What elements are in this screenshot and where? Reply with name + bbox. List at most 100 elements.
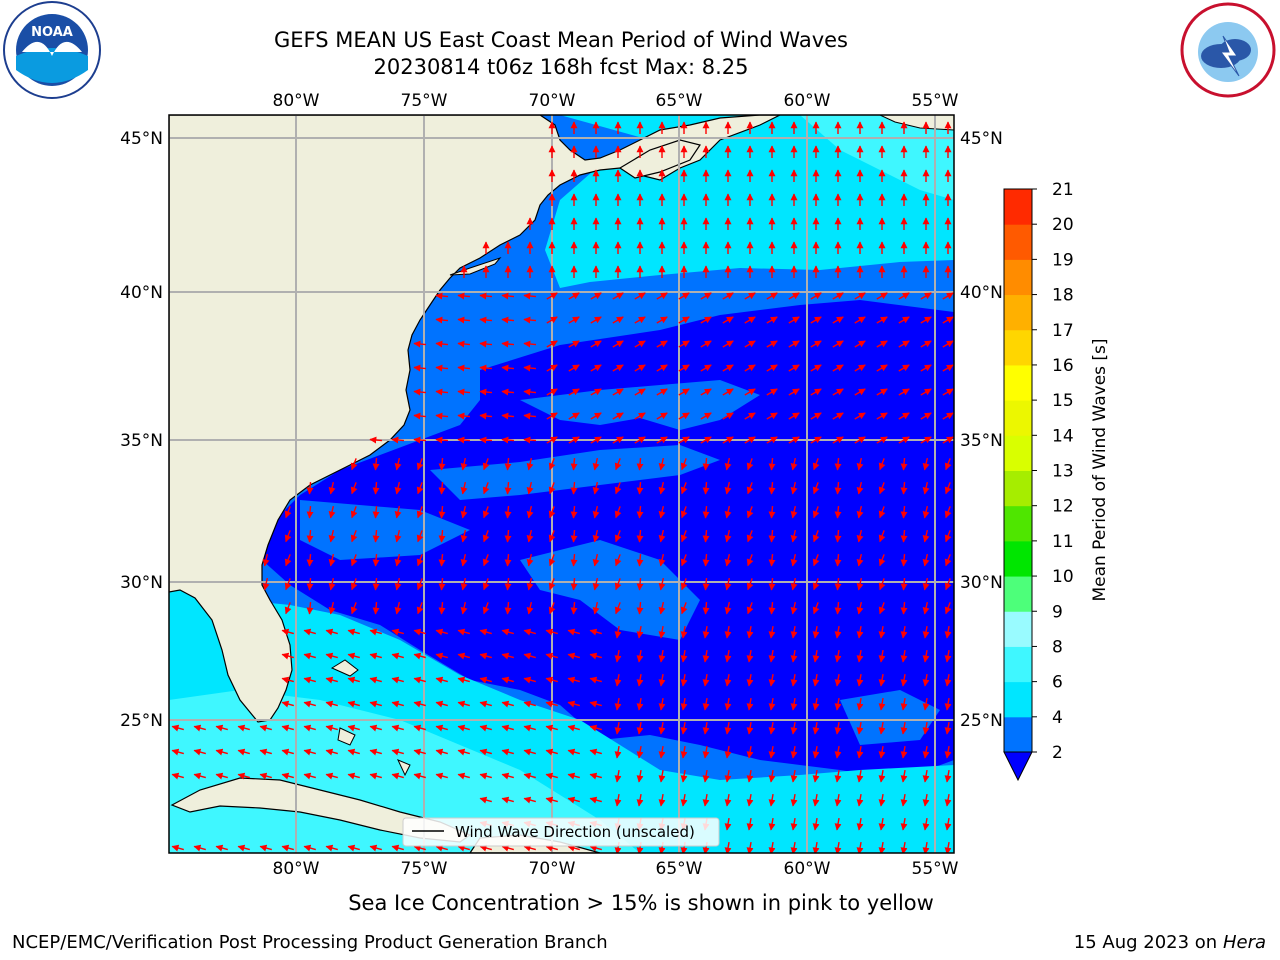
wave-direction-arrow <box>589 700 602 708</box>
wave-direction-arrow <box>438 529 446 543</box>
wave-direction-arrow <box>876 388 888 396</box>
wave-direction-arrow <box>810 364 822 372</box>
colorbar-tick-label: 12 <box>1052 497 1074 517</box>
wave-direction-arrow <box>372 553 380 567</box>
wave-direction-arrow <box>680 697 688 711</box>
wave-direction-arrow <box>614 602 622 615</box>
lon-label-bottom: 60°W <box>784 859 831 879</box>
wave-direction-arrow <box>812 793 820 807</box>
wave-direction-arrow <box>523 292 537 300</box>
wave-direction-arrow <box>834 625 842 639</box>
svg-text:NOAA: NOAA <box>31 25 73 40</box>
wave-direction-arrow <box>680 506 688 519</box>
wave-direction-arrow <box>438 481 446 495</box>
chart-title: GEFS MEAN US East Coast Mean Period of W… <box>274 28 848 52</box>
wave-direction-arrow <box>700 364 712 372</box>
wave-direction-arrow <box>523 316 537 324</box>
wave-direction-arrow <box>834 841 842 853</box>
wave-direction-arrow <box>766 364 778 372</box>
wave-direction-arrow <box>546 292 558 300</box>
wave-direction-arrow <box>658 601 666 615</box>
wave-direction-arrow <box>237 724 250 732</box>
wave-direction-arrow <box>350 530 358 543</box>
wave-direction-arrow <box>614 745 622 759</box>
wave-direction-arrow <box>369 436 383 444</box>
wave-direction-arrow <box>545 628 558 636</box>
wave-direction-arrow <box>548 554 556 567</box>
wave-direction-arrow <box>526 529 534 543</box>
grid-lines <box>169 115 954 853</box>
wave-direction-arrow <box>325 844 338 852</box>
wave-direction-arrow <box>501 796 514 804</box>
wave-direction-arrow <box>834 793 842 807</box>
wave-direction-arrow <box>548 458 556 471</box>
wave-direction-arrow <box>545 676 558 684</box>
wave-direction-arrow <box>369 628 382 636</box>
wave-direction-arrow <box>548 482 556 495</box>
wave-direction-arrow <box>504 505 512 519</box>
colorbar-tick-label: 17 <box>1052 321 1074 341</box>
colorbar-tick-label: 15 <box>1052 391 1074 411</box>
longitude-labels-bottom: 80°W 75°W 70°W 65°W 60°W 55°W <box>273 859 959 879</box>
wave-direction-arrow <box>746 793 754 807</box>
wave-direction-arrow <box>413 436 427 444</box>
wave-direction-arrow <box>680 554 688 567</box>
wave-direction-arrow <box>812 602 820 615</box>
wave-direction-arrow <box>724 481 732 495</box>
wave-direction-arrow <box>702 457 710 471</box>
wave-direction-arrow <box>900 553 908 567</box>
wave-direction-arrow <box>501 628 514 636</box>
wave-direction-arrow <box>545 652 558 660</box>
wave-direction-arrow <box>567 796 580 804</box>
wave-direction-arrow <box>193 844 206 852</box>
wave-direction-arrow <box>766 292 778 300</box>
wave-direction-arrow <box>567 748 580 756</box>
wave-direction-arrow <box>790 625 798 639</box>
wave-direction-arrow <box>570 529 578 543</box>
wave-direction-arrow <box>636 481 644 495</box>
wave-direction-arrow <box>920 388 932 396</box>
wave-direction-arrow <box>920 412 932 420</box>
wave-direction-arrow <box>922 625 930 639</box>
wave-direction-arrow <box>435 628 448 636</box>
wave-direction-arrow <box>479 340 493 348</box>
wave-direction-arrow <box>567 628 580 636</box>
lat-label-right: 40°N <box>960 283 1003 303</box>
wave-direction-arrow <box>636 769 644 783</box>
wave-direction-arrow <box>612 292 624 300</box>
wave-direction-arrow <box>944 841 952 853</box>
lon-label-top: 75°W <box>401 91 448 111</box>
wave-direction-arrow <box>567 772 580 780</box>
wave-direction-arrow <box>746 578 754 591</box>
wave-period-patch <box>430 445 720 500</box>
wave-direction-arrow <box>614 530 622 543</box>
wave-direction-arrow <box>460 529 468 543</box>
wave-direction-arrow <box>856 649 864 663</box>
latitude-labels-right: 45°N 40°N 35°N 30°N 25°N <box>960 129 1003 731</box>
lon-label-bottom: 65°W <box>656 859 703 879</box>
wave-direction-arrow <box>702 649 710 663</box>
wave-direction-arrow <box>328 529 336 543</box>
colorbar-tick-label: 9 <box>1052 602 1063 622</box>
wave-direction-arrow <box>856 577 864 591</box>
wave-direction-arrow <box>413 748 426 756</box>
wave-direction-arrow <box>944 578 952 591</box>
wave-direction-arrow <box>724 625 732 639</box>
wave-direction-arrow <box>482 530 490 543</box>
wave-direction-arrow <box>856 457 864 471</box>
wave-direction-arrow <box>722 316 734 324</box>
wave-direction-arrow <box>942 340 954 348</box>
colorbar-segment <box>1004 505 1032 542</box>
wave-direction-arrow <box>724 697 732 711</box>
wave-direction-arrow <box>878 817 886 831</box>
wave-direction-arrow <box>435 364 449 372</box>
wave-direction-arrow <box>457 340 471 348</box>
wave-direction-arrow <box>656 340 668 348</box>
wave-direction-arrow <box>942 412 954 420</box>
wave-direction-arrow <box>372 457 380 471</box>
wave-direction-arrow <box>900 817 908 831</box>
wave-direction-arrow <box>215 772 228 780</box>
wave-direction-arrow <box>614 721 622 735</box>
wave-direction-arrow <box>900 649 908 663</box>
colorbar-segment <box>1004 364 1032 401</box>
